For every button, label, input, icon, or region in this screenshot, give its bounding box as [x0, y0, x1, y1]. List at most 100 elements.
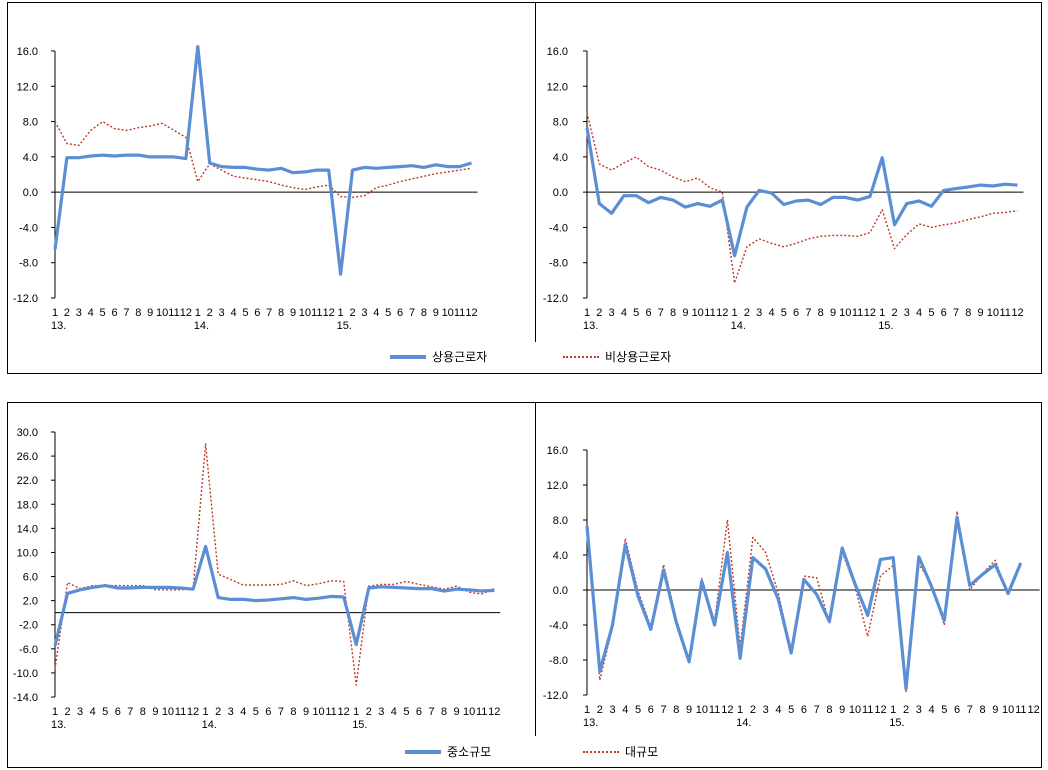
x-tick-label: 3: [361, 307, 367, 319]
x-tick-label: 10: [987, 307, 999, 319]
x-tick-label: 8: [673, 704, 679, 716]
y-tick-label: -4.0: [549, 620, 568, 632]
x-tick-label: 3: [763, 704, 769, 716]
top-divider: [535, 2, 536, 342]
x-tick-label: 2: [750, 704, 756, 716]
x-tick-label: 9: [152, 706, 158, 718]
x-tick-label: 8: [670, 307, 676, 319]
legend-label-small-medium: 중소규모: [447, 745, 492, 759]
x-tick-label: 5: [928, 307, 934, 319]
x-tick-label: 9: [147, 307, 153, 319]
x-tick-label: 8: [818, 307, 824, 319]
y-tick-label: 8.0: [553, 515, 568, 527]
x-year-label: 13.: [583, 717, 598, 729]
y-tick-label: 26.0: [17, 451, 38, 463]
y-tick-label: -10.0: [13, 668, 38, 680]
x-tick-label: 7: [123, 307, 129, 319]
x-year-label: 14.: [736, 717, 751, 729]
x-tick-label: 10: [839, 307, 851, 319]
x-year-label: 14.: [731, 320, 746, 332]
y-tick-label: -12.0: [13, 293, 38, 305]
x-tick-label: 9: [454, 706, 460, 718]
x-year-label: 13.: [583, 320, 598, 332]
x-tick-label: 1: [737, 704, 743, 716]
x-tick-label: 2: [64, 706, 70, 718]
x-tick-label: 5: [781, 307, 787, 319]
x-tick-label: 5: [633, 307, 639, 319]
x-year-label: 15.: [878, 320, 893, 332]
x-tick-label: 5: [635, 704, 641, 716]
x-tick-label: 2: [366, 706, 372, 718]
x-tick-label: 5: [242, 307, 248, 319]
bottom-legend-solid: 중소규모: [405, 743, 491, 760]
x-tick-label: 8: [441, 706, 447, 718]
series-line-dotted: [54, 443, 495, 686]
x-tick-label: 11: [862, 704, 873, 716]
y-tick-label: 8.0: [553, 117, 568, 129]
x-tick-label: 1: [195, 307, 201, 319]
y-tick-label: -12.0: [543, 293, 568, 305]
x-tick-label: 6: [648, 704, 654, 716]
y-tick-label: 4.0: [23, 152, 38, 164]
x-year-label: 15.: [337, 320, 352, 332]
x-tick-label: 10: [692, 307, 704, 319]
legend-label-noncommercial: 비상용근로자: [605, 350, 672, 364]
x-tick-label: 12: [323, 307, 335, 319]
x-tick-label: 4: [230, 307, 236, 319]
x-tick-label: 2: [215, 706, 221, 718]
x-tick-label: 11: [168, 307, 179, 319]
bottom-divider: [535, 402, 536, 736]
x-tick-label: 6: [397, 307, 403, 319]
x-tick-label: 4: [391, 706, 397, 718]
y-tick-label: -14.0: [13, 692, 38, 704]
series-line-solid: [585, 127, 1018, 258]
x-tick-label: 10: [463, 706, 475, 718]
x-year-label: 13.: [51, 320, 66, 332]
x-tick-label: 1: [890, 704, 896, 716]
x-tick-label: 8: [826, 704, 832, 716]
x-year-label: 14.: [194, 320, 209, 332]
series-line-dotted: [586, 112, 1018, 284]
x-tick-label: 1: [338, 307, 344, 319]
x-tick-label: 7: [953, 307, 959, 319]
x-tick-label: 6: [265, 706, 271, 718]
x-tick-label: 12: [488, 706, 500, 718]
x-tick-label: 4: [240, 706, 246, 718]
x-tick-label: 10: [156, 307, 168, 319]
y-tick-label: 6.0: [23, 572, 38, 584]
x-tick-label: 4: [775, 704, 781, 716]
x-tick-label: 12: [180, 307, 192, 319]
x-tick-label: 4: [928, 704, 934, 716]
x-tick-label: 2: [64, 307, 70, 319]
x-tick-label: 12: [338, 706, 350, 718]
top-chart-panel: [7, 2, 1042, 374]
x-tick-label: 2: [903, 704, 909, 716]
x-tick-label: 3: [609, 704, 615, 716]
x-tick-label: 8: [135, 307, 141, 319]
x-year-label: 14.: [202, 719, 217, 731]
x-tick-label: 9: [290, 307, 296, 319]
x-tick-label: 9: [303, 706, 309, 718]
x-tick-label: 1: [52, 706, 58, 718]
x-tick-label: 11: [325, 706, 336, 718]
x-tick-label: 11: [311, 307, 322, 319]
top-legend-dotted: 비상용근로자: [563, 348, 671, 365]
y-tick-label: -12.0: [543, 690, 568, 702]
x-tick-label: 6: [954, 704, 960, 716]
x-tick-label: 9: [682, 307, 688, 319]
x-tick-label: 4: [768, 307, 774, 319]
x-tick-label: 4: [621, 307, 627, 319]
x-tick-label: 10: [696, 704, 708, 716]
x-tick-label: 5: [941, 704, 947, 716]
y-tick-label: 30.0: [17, 427, 38, 439]
x-tick-label: 3: [76, 307, 82, 319]
x-tick-label: 8: [290, 706, 296, 718]
x-tick-label: 9: [978, 307, 984, 319]
x-tick-label: 4: [373, 307, 379, 319]
x-tick-label: 6: [416, 706, 422, 718]
legend-swatch-solid: [405, 749, 441, 754]
x-tick-label: 4: [90, 706, 96, 718]
x-tick-label: 7: [660, 704, 666, 716]
y-tick-label: 4.0: [553, 550, 568, 562]
